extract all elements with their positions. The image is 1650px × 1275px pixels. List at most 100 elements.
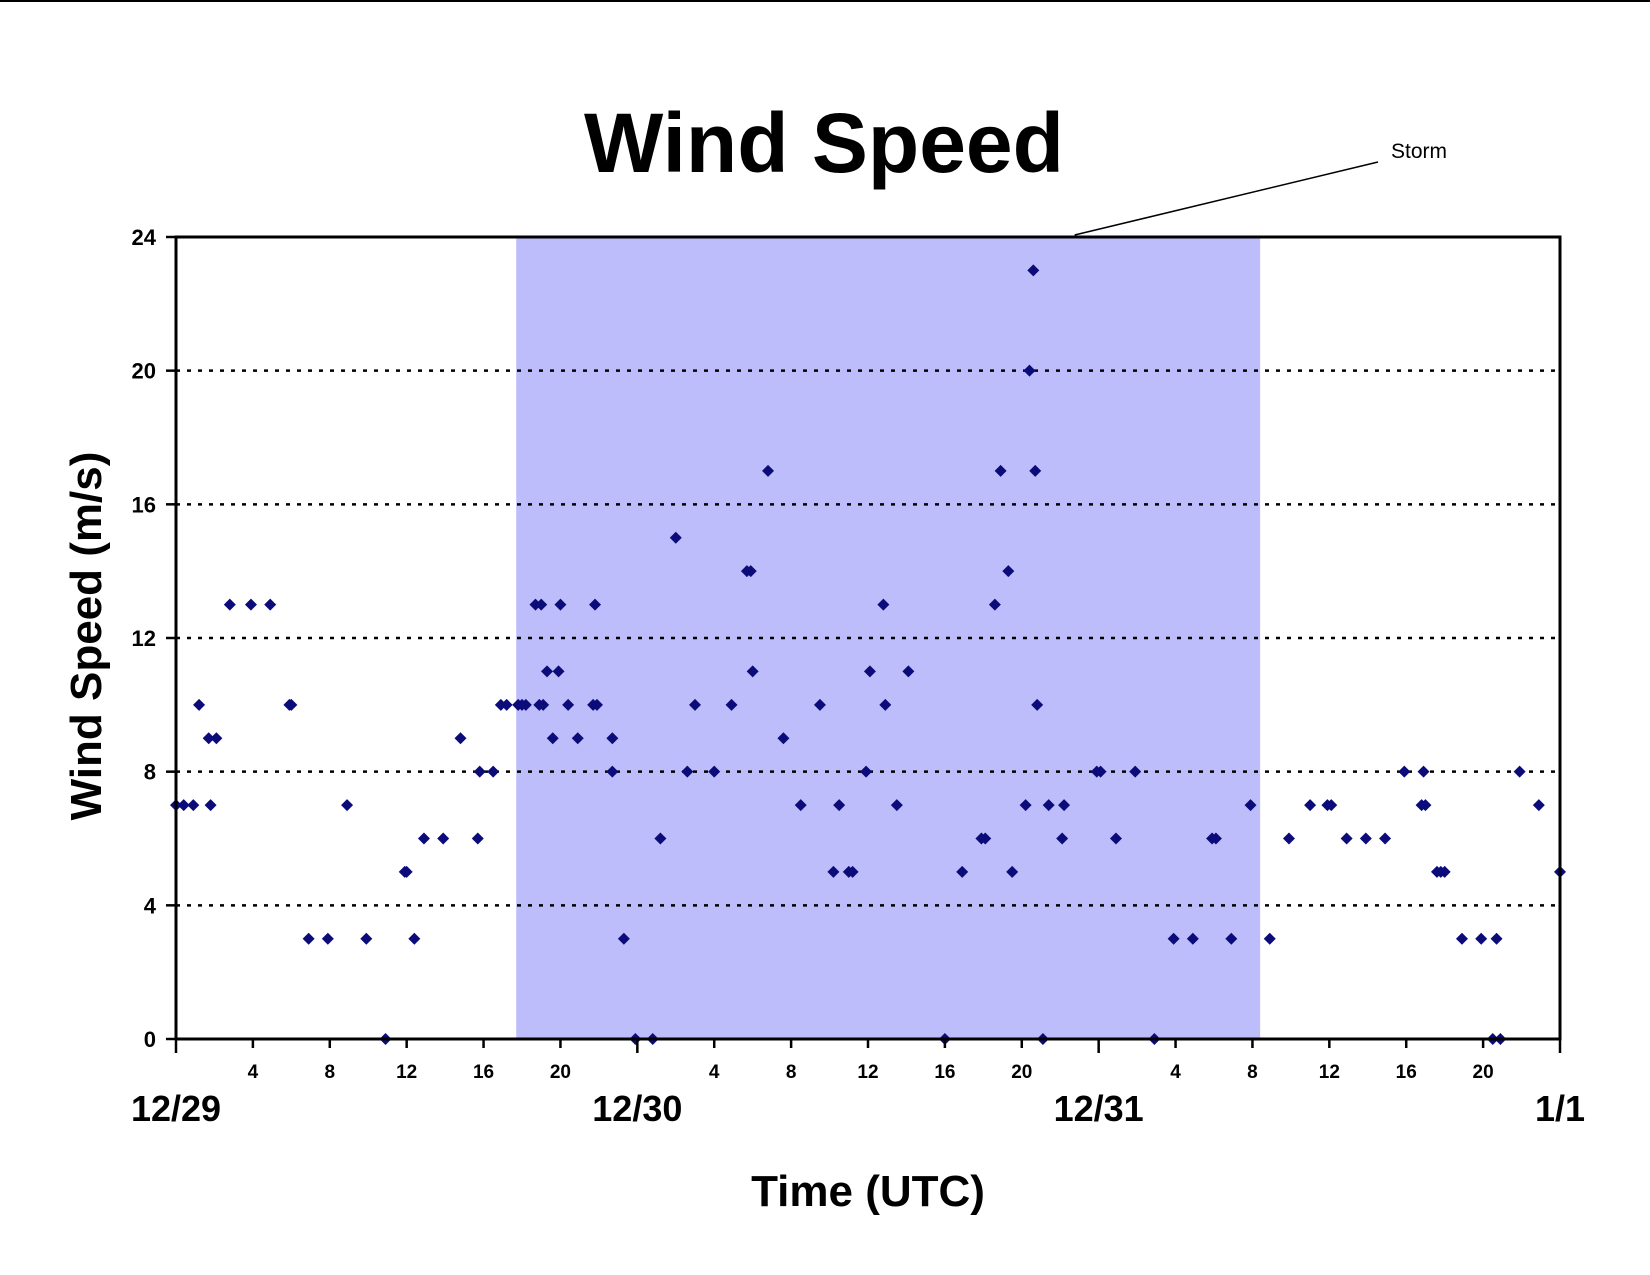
data-point	[321, 932, 334, 945]
data-point	[1304, 799, 1317, 812]
data-point	[744, 565, 757, 578]
chart-title: Wind Speed	[584, 96, 1064, 190]
y-tick-label: 20	[132, 359, 156, 384]
data-point	[554, 598, 567, 611]
data-point	[1282, 832, 1295, 845]
x-axis-title: Time (UTC)	[751, 1167, 985, 1216]
data-point	[1419, 799, 1432, 812]
data-point	[1340, 832, 1353, 845]
data-point	[689, 698, 701, 711]
data-point	[746, 665, 759, 678]
data-point	[1056, 832, 1069, 845]
data-point	[223, 598, 236, 611]
data-point	[519, 698, 532, 711]
data-point	[360, 932, 373, 945]
data-point	[794, 799, 807, 812]
y-tick-label: 12	[132, 626, 156, 651]
data-point	[833, 799, 846, 812]
data-point	[860, 765, 873, 778]
data-point	[890, 799, 903, 812]
data-point	[187, 799, 200, 812]
data-point	[552, 665, 565, 678]
data-point	[589, 598, 602, 611]
data-point	[1532, 799, 1545, 812]
data-point	[437, 832, 450, 845]
data-point	[1002, 565, 1015, 578]
x-axis: 4 8 12 16 20 4 8 12 16 20 4 8 12 16 20 12/29 12/30 12/31 1…	[131, 1039, 1585, 1129]
data-point	[1417, 765, 1430, 778]
data-point	[1042, 799, 1055, 812]
top-border-line	[0, 0, 1650, 2]
x-hour-tick-label: 12	[857, 1062, 878, 1083]
data-point	[813, 698, 826, 711]
x-hour-tick-label: 12	[1319, 1062, 1340, 1083]
data-point	[956, 865, 969, 878]
x-hour-tick-label: 4	[248, 1062, 259, 1083]
data-point	[1027, 264, 1040, 277]
data-point	[535, 598, 548, 611]
y-tick-label: 16	[132, 492, 156, 517]
data-point	[654, 832, 667, 845]
storm-leader-line	[1074, 161, 1379, 236]
data-point	[1019, 799, 1032, 812]
data-point	[177, 799, 190, 812]
x-day-label: 1/1	[1535, 1088, 1585, 1129]
x-hour-tick-label: 4	[709, 1062, 720, 1083]
data-point	[762, 464, 775, 477]
data-point	[1058, 799, 1071, 812]
data-point	[681, 765, 694, 778]
data-point	[473, 765, 486, 778]
data-point	[571, 732, 584, 745]
data-point	[1031, 698, 1044, 711]
data-point	[1455, 932, 1468, 945]
data-point	[1167, 932, 1180, 945]
data-point	[454, 732, 467, 745]
x-hour-tick-label: 20	[550, 1062, 571, 1083]
data-point	[193, 698, 206, 711]
x-hour-tick-label: 20	[1011, 1062, 1032, 1083]
data-point	[1244, 799, 1257, 812]
data-points	[170, 264, 1566, 1045]
x-hour-tick-label: 20	[1473, 1062, 1494, 1083]
x-hour-tick-label: 4	[1170, 1062, 1181, 1083]
data-point	[1225, 932, 1238, 945]
data-point	[827, 865, 840, 878]
data-point	[487, 765, 500, 778]
storm-label: Storm	[1391, 140, 1447, 163]
data-point	[210, 732, 223, 745]
data-point	[777, 732, 790, 745]
y-tick-label: 0	[144, 1027, 156, 1052]
x-hour-tick-label: 8	[1247, 1062, 1258, 1083]
data-point	[725, 698, 738, 711]
data-point	[1398, 765, 1411, 778]
data-point	[1129, 765, 1142, 778]
data-point	[1209, 832, 1222, 845]
data-point	[1325, 799, 1338, 812]
data-point	[606, 732, 619, 745]
x-day-label: 12/29	[131, 1088, 221, 1129]
data-point	[1513, 765, 1526, 778]
data-point	[400, 865, 413, 878]
y-tick-label: 4	[144, 893, 157, 918]
data-point	[1359, 832, 1372, 845]
data-point	[1263, 932, 1276, 945]
data-point	[846, 865, 859, 878]
data-point	[879, 698, 892, 711]
data-point	[590, 698, 603, 711]
data-point	[285, 698, 298, 711]
data-point	[537, 698, 550, 711]
y-tick-label: 8	[144, 760, 156, 785]
y-axis: 0 4 8 12 16 20 24	[132, 225, 176, 1052]
y-axis-title: Wind Speed (m/s)	[62, 452, 111, 821]
data-point	[546, 732, 559, 745]
data-point	[244, 598, 257, 611]
data-point	[1109, 832, 1122, 845]
data-point	[562, 698, 575, 711]
data-point	[994, 464, 1007, 477]
data-point	[877, 598, 890, 611]
data-point	[540, 665, 553, 678]
data-point	[1186, 932, 1199, 945]
data-point	[1006, 865, 1019, 878]
x-hour-tick-label: 8	[786, 1062, 797, 1083]
